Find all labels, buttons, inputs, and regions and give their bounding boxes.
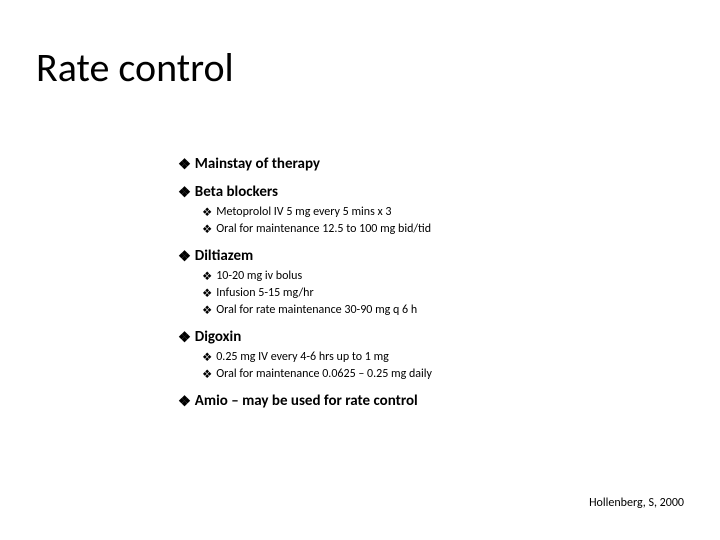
bullet-dig-sub1: ❖ 0.25 mg IV every 4-6 hrs up to 1 mg — [202, 350, 678, 365]
bullet-beta-sub2-text: Oral for maintenance 12.5 to 100 mg bid/… — [216, 222, 431, 236]
slide-body: ❖ Mainstay of therapy ❖ Beta blockers ❖ … — [178, 155, 678, 420]
bullet-dilt: ❖ Diltiazem — [178, 247, 678, 265]
diamond-icon: ❖ — [202, 350, 212, 365]
bullet-beta-sub1: ❖ Metoprolol IV 5 mg every 5 mins x 3 — [202, 205, 678, 220]
bullet-dilt-group: ❖ Diltiazem ❖ 10-20 mg iv bolus ❖ Infusi… — [178, 247, 678, 318]
bullet-mainstay-text: Mainstay of therapy — [195, 155, 320, 173]
bullet-dilt-sub2-text: Infusion 5-15 mg/hr — [216, 286, 313, 300]
diamond-icon: ❖ — [202, 269, 212, 284]
bullet-amio-group: ❖ Amio – may be used for rate control — [178, 392, 678, 410]
bullet-dilt-sub2: ❖ Infusion 5-15 mg/hr — [202, 286, 678, 301]
diamond-icon: ❖ — [178, 155, 191, 173]
bullet-beta: ❖ Beta blockers — [178, 183, 678, 201]
diamond-icon: ❖ — [178, 392, 191, 410]
diamond-icon: ❖ — [202, 205, 212, 220]
citation: Hollenberg, S, 2000 — [589, 496, 684, 510]
bullet-amio-text: Amio – may be used for rate control — [195, 392, 418, 410]
bullet-beta-sub1-text: Metoprolol IV 5 mg every 5 mins x 3 — [216, 205, 391, 219]
slide-title: Rate control — [36, 48, 234, 88]
bullet-dig-sub2: ❖ Oral for maintenance 0.0625 – 0.25 mg … — [202, 367, 678, 382]
diamond-icon: ❖ — [202, 222, 212, 237]
diamond-icon: ❖ — [202, 286, 212, 301]
bullet-dig-text: Digoxin — [195, 328, 242, 346]
bullet-dilt-text: Diltiazem — [195, 247, 253, 265]
bullet-dilt-sub1: ❖ 10-20 mg iv bolus — [202, 269, 678, 284]
diamond-icon: ❖ — [178, 183, 191, 201]
diamond-icon: ❖ — [178, 328, 191, 346]
bullet-mainstay-group: ❖ Mainstay of therapy — [178, 155, 678, 173]
diamond-icon: ❖ — [178, 247, 191, 265]
bullet-beta-sub2: ❖ Oral for maintenance 12.5 to 100 mg bi… — [202, 222, 678, 237]
diamond-icon: ❖ — [202, 303, 212, 318]
bullet-amio: ❖ Amio – may be used for rate control — [178, 392, 678, 410]
bullet-dig-sub2-text: Oral for maintenance 0.0625 – 0.25 mg da… — [216, 367, 432, 381]
bullet-beta-text: Beta blockers — [195, 183, 278, 201]
bullet-dig-group: ❖ Digoxin ❖ 0.25 mg IV every 4-6 hrs up … — [178, 328, 678, 382]
bullet-beta-group: ❖ Beta blockers ❖ Metoprolol IV 5 mg eve… — [178, 183, 678, 237]
bullet-dig-sub1-text: 0.25 mg IV every 4-6 hrs up to 1 mg — [216, 350, 389, 364]
slide: Rate control ❖ Mainstay of therapy ❖ Bet… — [0, 0, 720, 540]
bullet-dilt-sub1-text: 10-20 mg iv bolus — [216, 269, 302, 283]
bullet-dilt-sub3-text: Oral for rate maintenance 30-90 mg q 6 h — [216, 303, 417, 317]
bullet-mainstay: ❖ Mainstay of therapy — [178, 155, 678, 173]
diamond-icon: ❖ — [202, 367, 212, 382]
bullet-dilt-sub3: ❖ Oral for rate maintenance 30-90 mg q 6… — [202, 303, 678, 318]
bullet-dig: ❖ Digoxin — [178, 328, 678, 346]
